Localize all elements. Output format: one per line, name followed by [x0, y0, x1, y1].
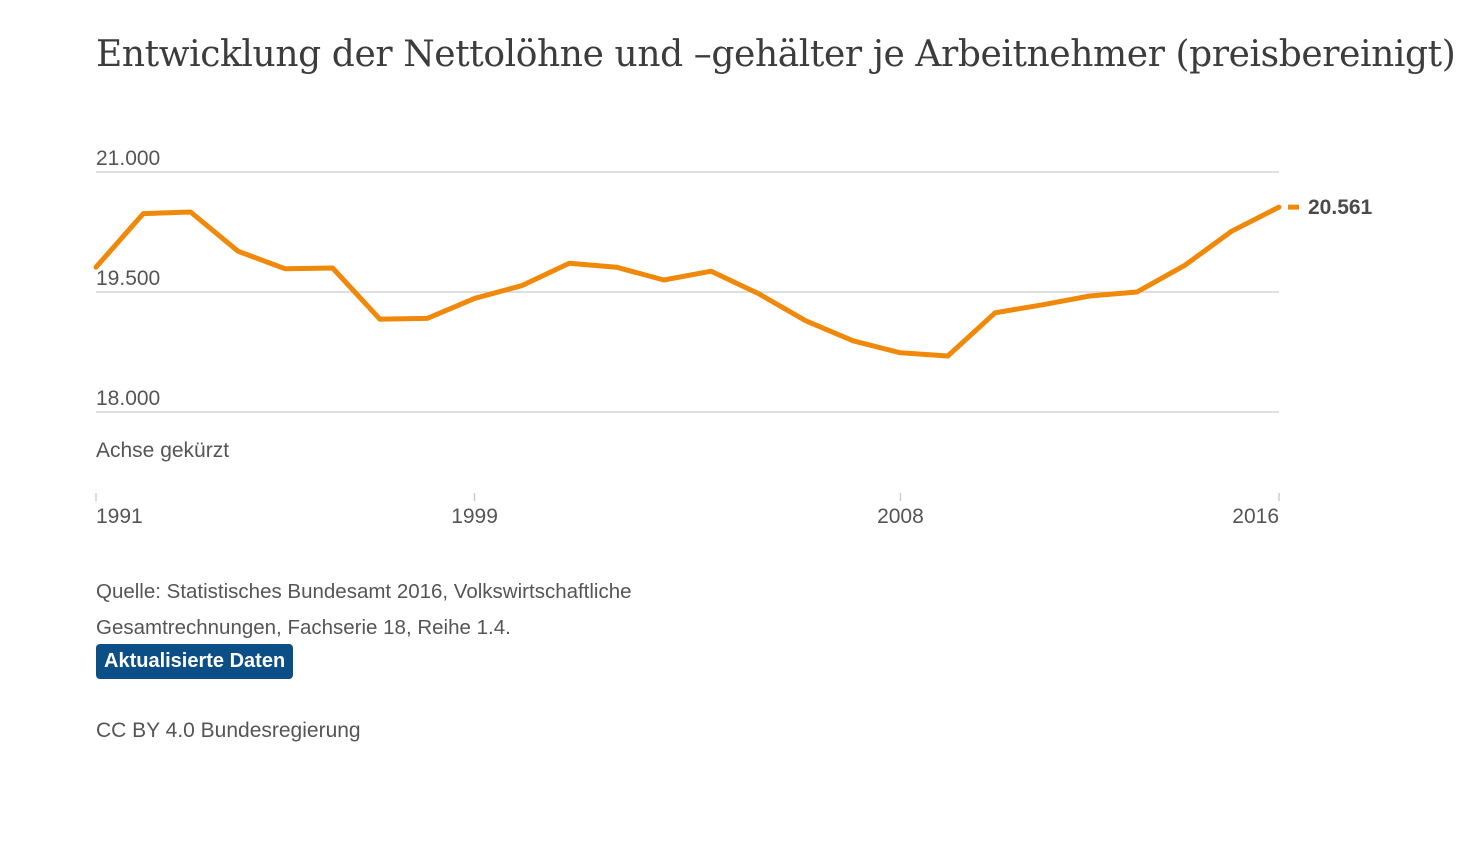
y-tick-label: 18.000 [96, 387, 160, 410]
x-tick-label: 2016 [1232, 505, 1279, 528]
y-axis-labels: 18.000 19.500 21.000 [96, 147, 160, 410]
source-note: Quelle: Statistisches Bundesamt 2016, Vo… [96, 580, 632, 639]
updated-data-button[interactable]: Aktualisierte Daten [96, 644, 294, 679]
x-axis: 1991 1999 2008 2016 [95, 493, 1280, 528]
series [93, 204, 1282, 359]
chart-title: Entwicklung der Nettolöhne und –gehälter… [96, 34, 1456, 75]
y-tick-label: 21.000 [96, 147, 160, 170]
line-chart: 18.000 19.500 21.000 1991 1999 2008 2016 20.5… [93, 147, 1373, 528]
end-value: 20.561 [1288, 196, 1373, 219]
gridlines [96, 171, 1279, 413]
x-tick-label: 1999 [451, 505, 498, 528]
x-tick-label: 1991 [96, 505, 143, 528]
license-note: CC BY 4.0 Bundesregierung [96, 719, 361, 742]
end-value-label: 20.561 [1308, 196, 1373, 219]
series-line [93, 204, 1282, 359]
y-tick-label: 19.500 [96, 267, 160, 290]
axis-truncated-note: Achse gekürzt [96, 439, 230, 462]
x-tick-label: 2008 [877, 505, 924, 528]
